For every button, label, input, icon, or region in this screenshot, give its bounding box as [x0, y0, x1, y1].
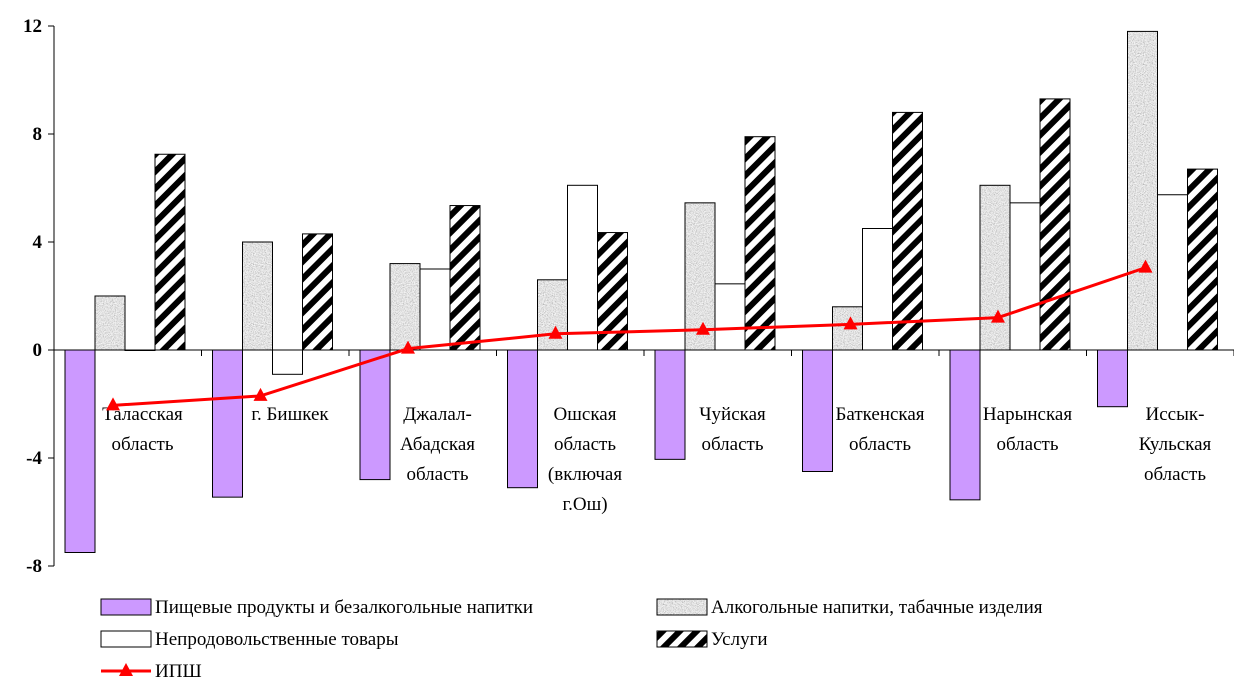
- category-label: область: [1144, 464, 1206, 485]
- bar-series-4: [892, 111, 923, 351]
- legend-label-series-4: Услуги: [711, 629, 768, 650]
- bar-series-2: [684, 202, 716, 351]
- y-tick-label: 0: [33, 340, 43, 361]
- bar-series-1: [359, 349, 391, 481]
- bar-series-4: [154, 153, 186, 351]
- bar-series-1: [1097, 349, 1128, 408]
- y-tick-label: 12: [23, 16, 42, 37]
- category-label: (включая: [548, 464, 622, 485]
- bar-series-1: [212, 349, 243, 498]
- bar-series-3: [567, 184, 598, 351]
- bar-series-3: [1157, 194, 1188, 351]
- plot-area: 12 8 4 0 -4 -8 Таласская область г. Бишкек Джалал…: [23, 16, 1234, 577]
- legend-swatch-series-4: [656, 630, 708, 648]
- line-ipsh-marker: [991, 309, 1005, 323]
- bar-series-1: [507, 349, 538, 489]
- category-label: Таласская: [102, 404, 183, 425]
- category-label: область: [701, 434, 763, 455]
- category-label: область: [849, 434, 911, 455]
- category-label: область: [406, 464, 468, 485]
- y-tick-label: -4: [26, 448, 42, 469]
- bar-series-3: [862, 228, 893, 351]
- line-ipsh-marker: [548, 325, 563, 339]
- bar-series-3: [714, 283, 746, 351]
- category-label: Баткенская: [835, 404, 924, 425]
- bar-series-2: [389, 263, 421, 351]
- line-ipsh-marker: [106, 397, 120, 411]
- legend-label-series-3: Непродовольственные товары: [155, 629, 399, 650]
- bar-series-4: [302, 233, 333, 351]
- category-label: Кульская: [1139, 434, 1212, 455]
- bar-series-4: [1039, 98, 1071, 351]
- bar-series-2: [979, 184, 1011, 351]
- y-tick-label: 4: [33, 232, 43, 253]
- line-ipsh-marker: [1138, 259, 1153, 273]
- bar-series-2: [94, 295, 126, 351]
- bar-series-3: [419, 268, 451, 351]
- bar-series-1: [802, 349, 833, 472]
- line-ipsh-marker: [401, 340, 415, 354]
- bar-series-4: [744, 136, 776, 351]
- bar-series-2: [537, 279, 568, 351]
- category-label: г. Бишкек: [251, 404, 329, 425]
- bar-series-3: [1009, 202, 1041, 351]
- bar-series-1: [64, 349, 96, 553]
- legend-swatch-line-marker: [119, 663, 133, 676]
- y-tick-label: 8: [33, 124, 43, 145]
- category-label: область: [111, 434, 173, 455]
- legend: Пищевые продукты и безалкогольные напитк…: [100, 597, 1043, 677]
- bar-series-4: [597, 232, 628, 351]
- category-label: Нарынская: [983, 404, 1072, 425]
- category-label: Джалал-: [403, 404, 472, 425]
- bar-series-1: [654, 349, 686, 460]
- category-label: г.Ош): [562, 494, 607, 515]
- bar-series-3: [272, 349, 303, 375]
- category-label: Ошская: [554, 404, 617, 425]
- legend-swatch-series-2: [656, 598, 708, 616]
- line-ipsh: [112, 266, 1146, 407]
- legend-swatch-series-1: [100, 598, 152, 616]
- category-label: Абадская: [400, 434, 475, 455]
- category-label: область: [996, 434, 1058, 455]
- legend-label-line: ИПШ: [155, 661, 202, 677]
- legend-label-series-2: Алкогольные напитки, табачные изделия: [711, 597, 1043, 618]
- bar-series-1: [949, 349, 981, 501]
- bar-series-2: [242, 241, 273, 351]
- bar-series-2: [1127, 30, 1158, 351]
- bar-series-4: [449, 205, 481, 351]
- line-ipsh-marker: [253, 387, 268, 401]
- legend-swatch-series-3: [100, 630, 152, 648]
- category-label: Чуйская: [699, 404, 766, 425]
- category-label: область: [554, 434, 616, 455]
- y-tick-label: -8: [26, 556, 42, 577]
- bar-series-3: [124, 349, 156, 351]
- legend-label-series-1: Пищевые продукты и безалкогольные напитк…: [155, 597, 533, 618]
- bar-series-4: [1187, 168, 1218, 351]
- line-ipsh-marker: [696, 321, 710, 335]
- line-ipsh-marker: [843, 316, 858, 330]
- category-label: Иссык-: [1146, 404, 1205, 425]
